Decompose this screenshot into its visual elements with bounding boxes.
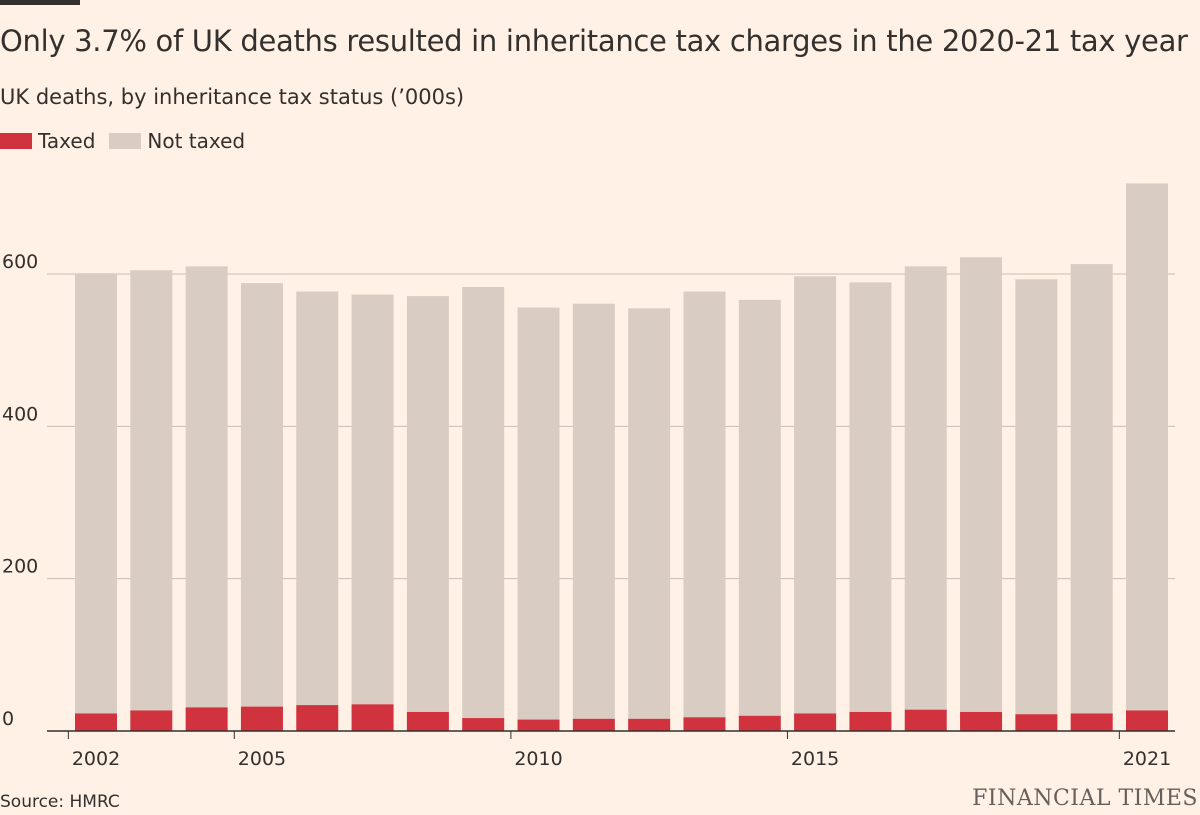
bar-not-taxed-2019	[1015, 279, 1058, 715]
bar-taxed-2007	[351, 704, 394, 731]
bar-not-taxed-2006	[296, 291, 339, 706]
legend-item-taxed: Taxed	[0, 129, 95, 153]
bar-taxed-2008	[406, 711, 449, 731]
bar-taxed-2012	[628, 718, 671, 731]
bar-not-taxed-2005	[240, 283, 283, 707]
x-tick-label-2010: 2010	[514, 748, 562, 770]
legend-label-taxed: Taxed	[38, 129, 96, 153]
bar-not-taxed-2015	[794, 276, 837, 714]
bar-not-taxed-2008	[406, 296, 449, 712]
bar-taxed-2015	[794, 713, 837, 731]
bar-taxed-2014	[738, 715, 781, 731]
bar-not-taxed-2009	[462, 286, 505, 719]
y-tick-label-600: 600	[2, 251, 38, 273]
bar-taxed-2006	[296, 705, 339, 731]
bar-taxed-2004	[185, 707, 228, 731]
bar-not-taxed-2013	[683, 291, 726, 718]
x-tick-label-2005: 2005	[238, 748, 286, 770]
bar-not-taxed-2018	[960, 257, 1003, 712]
bar-not-taxed-2010	[517, 307, 560, 720]
bar-taxed-2010	[517, 719, 560, 731]
top-rule	[0, 0, 80, 5]
legend-swatch-taxed	[0, 133, 32, 149]
bar-not-taxed-2004	[185, 266, 228, 708]
bar-taxed-2020	[1070, 713, 1113, 731]
bar-taxed-2018	[960, 711, 1003, 731]
legend: Taxed Not taxed	[0, 129, 259, 153]
x-tick-label-2021: 2021	[1123, 748, 1171, 770]
bar-not-taxed-2014	[738, 299, 781, 716]
chart-subtitle: UK deaths, by inheritance tax status (’0…	[0, 85, 465, 109]
bar-not-taxed-2011	[572, 303, 615, 719]
bar-taxed-2013	[683, 717, 726, 731]
bar-taxed-2017	[904, 709, 947, 731]
x-tick-label-2015: 2015	[791, 748, 839, 770]
bar-not-taxed-2020	[1070, 264, 1113, 714]
legend-swatch-not-taxed	[109, 133, 142, 149]
bar-not-taxed-2007	[351, 294, 394, 705]
x-tick-label-2002: 2002	[72, 748, 120, 770]
legend-item-not-taxed: Not taxed	[109, 129, 245, 153]
y-tick-label-200: 200	[2, 556, 38, 578]
bar-taxed-2009	[462, 718, 505, 731]
bar-not-taxed-2003	[130, 270, 173, 711]
bar-not-taxed-2021	[1126, 183, 1168, 711]
bar-not-taxed-2017	[904, 266, 947, 710]
bar-taxed-2021	[1126, 710, 1168, 731]
source-note: Source: HMRC	[0, 792, 120, 812]
bar-taxed-2005	[240, 706, 283, 731]
bar-not-taxed-2016	[849, 282, 892, 712]
bar-not-taxed-2012	[628, 308, 671, 719]
bar-taxed-2003	[130, 710, 173, 731]
bar-not-taxed-2002	[75, 273, 117, 714]
chart-title: Only 3.7% of UK deaths resulted in inher…	[0, 24, 1188, 58]
legend-label-not-taxed: Not taxed	[147, 129, 246, 153]
y-tick-label-0: 0	[2, 708, 14, 730]
brand-wordmark: FINANCIAL TIMES	[972, 786, 1198, 811]
bar-taxed-2019	[1015, 714, 1058, 731]
bar-taxed-2016	[849, 711, 892, 731]
bar-taxed-2002	[75, 713, 117, 731]
y-tick-label-400: 400	[2, 403, 38, 425]
bar-taxed-2011	[572, 718, 615, 731]
